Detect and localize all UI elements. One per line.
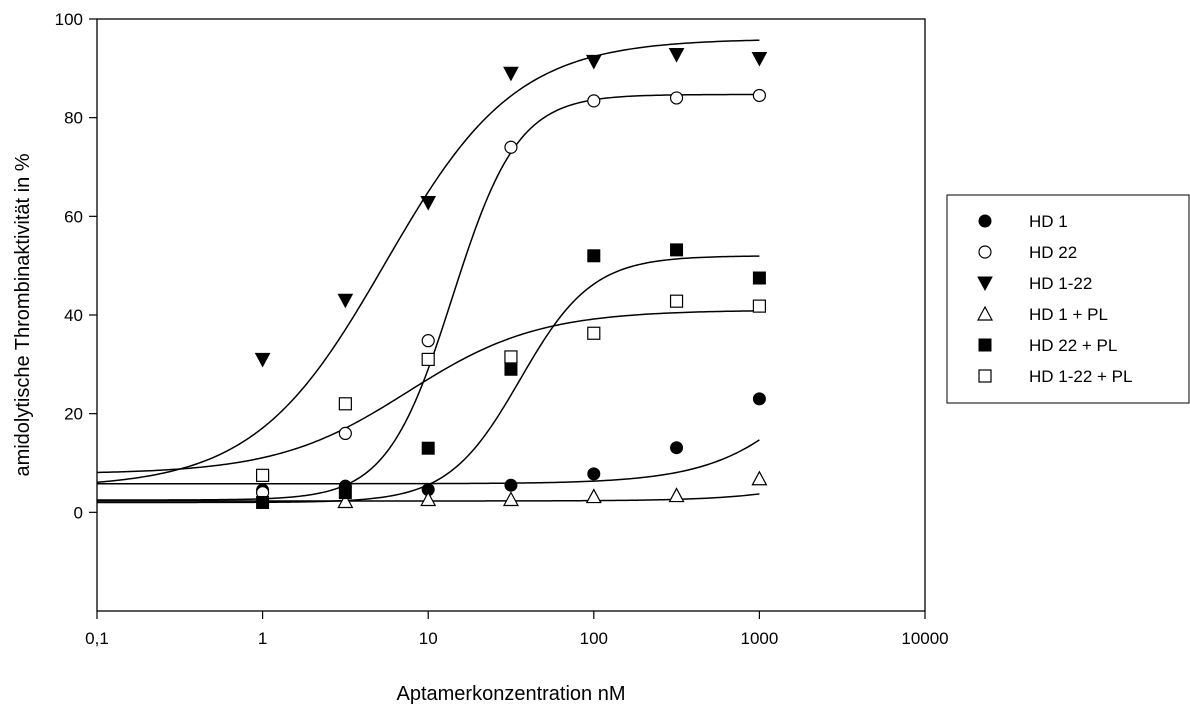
data-point-hd-22 bbox=[338, 426, 352, 440]
legend-label: HD 22 + PL bbox=[1029, 336, 1117, 355]
data-point-hd-1-pl bbox=[420, 491, 437, 507]
data-point-hd-22 bbox=[421, 334, 435, 348]
data-point-hd-1-22 bbox=[751, 51, 768, 67]
x-tick-label: 1000 bbox=[740, 629, 778, 648]
y-tick-label: 40 bbox=[64, 306, 83, 325]
x-tick-label: 10 bbox=[419, 629, 438, 648]
data-point-hd-22 bbox=[752, 88, 767, 103]
data-point-hd-22-pl bbox=[752, 271, 766, 285]
fit-curve-hd-1-22 bbox=[96, 39, 760, 484]
plot-frame bbox=[96, 18, 926, 612]
legend-label: HD 22 bbox=[1029, 243, 1077, 262]
data-point-hd-1-22 bbox=[585, 54, 602, 70]
data-point-hd-1-22-pl bbox=[587, 326, 601, 340]
data-point-hd-1-22-pl bbox=[338, 397, 352, 411]
data-point-hd-22-pl bbox=[587, 249, 601, 263]
legend-label: HD 1 + PL bbox=[1029, 305, 1108, 324]
data-point-hd-22 bbox=[504, 140, 518, 154]
data-point-hd-1-22-pl bbox=[669, 294, 684, 308]
data-point-hd-1 bbox=[587, 467, 601, 481]
x-tick-label: 0,1 bbox=[85, 629, 109, 648]
x-tick-label: 100 bbox=[580, 629, 608, 648]
data-point-hd-22-pl bbox=[421, 441, 435, 455]
plot-area bbox=[96, 18, 926, 612]
data-point-hd-1-22-pl bbox=[421, 352, 435, 366]
legend-label: HD 1-22 + PL bbox=[1029, 367, 1132, 386]
data-point-hd-1-22 bbox=[254, 352, 271, 368]
data-point-hd-1-22-pl bbox=[752, 299, 767, 313]
data-point-hd-22-pl bbox=[504, 362, 518, 376]
y-tick-label: 0 bbox=[74, 503, 83, 522]
legend-marker-hd-1 bbox=[978, 214, 992, 228]
legend-marker-hd-1-22-pl bbox=[978, 369, 992, 383]
data-point-hd-1 bbox=[504, 478, 518, 492]
legend-marker-hd-22-pl bbox=[978, 338, 992, 352]
data-point-hd-22 bbox=[587, 94, 601, 108]
x-tick-label: 10000 bbox=[901, 629, 948, 648]
data-point-hd-1-22 bbox=[420, 196, 437, 211]
data-point-hd-22-pl bbox=[670, 243, 684, 257]
legend-marker-hd-22 bbox=[978, 245, 992, 259]
legend-label: HD 1 bbox=[1029, 212, 1068, 231]
data-point-hd-1-pl bbox=[585, 488, 602, 504]
data-point-hd-22 bbox=[669, 91, 684, 105]
legend: HD 1 HD 22 HD 1-22 HD 1 + PL HD 22 + PL HD 1-… bbox=[946, 194, 1190, 404]
y-axis: 0 20 40 60 80 100 bbox=[55, 10, 97, 522]
data-markers bbox=[254, 48, 768, 509]
data-point-hd-1-pl bbox=[751, 470, 768, 486]
y-tick-label: 60 bbox=[64, 207, 83, 226]
fit-curve-hd-22 bbox=[97, 93, 760, 501]
data-point-hd-1 bbox=[670, 441, 684, 455]
x-axis: 0,1 1 10 100 1000 10000 bbox=[85, 611, 949, 648]
data-point-hd-1-pl bbox=[668, 487, 685, 503]
x-axis-title: Aptamerkonzentration nM bbox=[396, 683, 625, 705]
legend-label: HD 1-22 bbox=[1029, 274, 1092, 293]
y-tick-label: 100 bbox=[55, 10, 83, 29]
data-point-hd-22-pl bbox=[256, 495, 270, 509]
y-axis-title: amidolytische Thrombinaktivität in % bbox=[12, 153, 34, 476]
fit-curves bbox=[96, 39, 760, 504]
legend-marker-hd-1-22 bbox=[977, 276, 993, 292]
fit-curve-hd-1-22-pl bbox=[96, 310, 760, 474]
x-tick-label: 1 bbox=[258, 629, 267, 648]
data-point-hd-1-22 bbox=[503, 66, 519, 82]
y-tick-label: 20 bbox=[64, 405, 83, 424]
data-point-hd-1-pl bbox=[502, 491, 519, 507]
y-tick-label: 80 bbox=[64, 109, 83, 128]
data-point-hd-1-22 bbox=[668, 48, 685, 63]
data-point-hd-1-22 bbox=[337, 293, 354, 309]
data-point-hd-1 bbox=[752, 392, 766, 406]
legend-box bbox=[946, 194, 1190, 404]
legend-marker-hd-1-pl bbox=[976, 305, 994, 321]
data-point-hd-22-pl bbox=[338, 486, 352, 500]
data-point-hd-1-pl bbox=[337, 493, 354, 509]
data-point-hd-1-22-pl bbox=[504, 350, 518, 364]
data-point-hd-1-22-pl bbox=[256, 468, 270, 482]
